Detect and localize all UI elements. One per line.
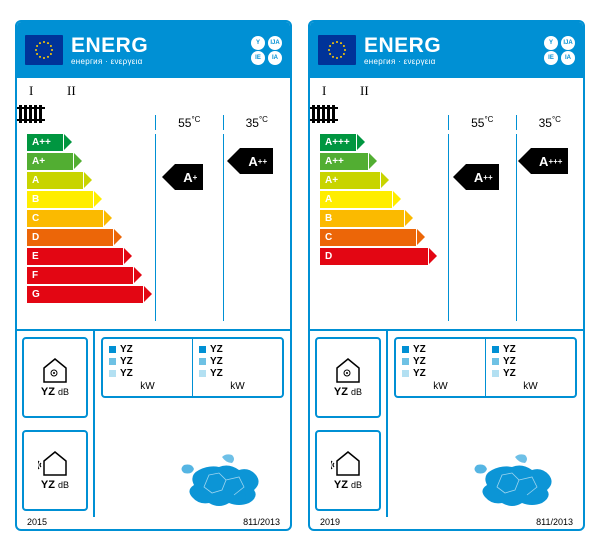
power-table: YZYZYZkW YZYZYZkW <box>101 337 284 398</box>
lang-badge: IA <box>268 51 282 65</box>
lang-badge: Y <box>251 36 265 50</box>
energy-class-bar: A <box>27 172 83 189</box>
energy-ladder: A++ A+ ABCDEFG <box>17 134 155 321</box>
header-subtitle: енергия · ενεργεια <box>364 57 536 66</box>
power-value-row: YZ <box>109 344 186 355</box>
power-value-row: YZ <box>492 344 569 355</box>
lang-grid: YIJAIEIA <box>544 36 575 65</box>
energy-class-bar: A+ <box>320 172 380 189</box>
energy-class-bar: B <box>320 210 404 227</box>
lang-badge: IA <box>561 51 575 65</box>
supplier-row: I II <box>310 78 583 104</box>
energy-class-bar: D <box>27 229 113 246</box>
lang-badge: IE <box>251 51 265 65</box>
energy-class-bar: B <box>27 191 93 208</box>
power-unit: kW <box>492 381 569 392</box>
temp-column-header: 55°C <box>448 115 516 130</box>
climate-map <box>394 402 577 516</box>
climate-map <box>101 402 284 516</box>
rating-column: A+ <box>156 134 223 321</box>
eu-flag-icon <box>318 35 356 65</box>
outdoor-sound-box: YZ dB <box>315 430 381 511</box>
energy-class-bar: A+++ <box>320 134 356 151</box>
power-value-row: YZ <box>402 344 479 355</box>
supplier-brand: I <box>29 83 67 99</box>
supplier-model: II <box>360 83 369 99</box>
supplier-row: I II <box>17 78 290 104</box>
energy-class-bar: C <box>27 210 103 227</box>
energy-label-card: ENERG енергия · ενεργεια YIJAIEIA I II 5… <box>15 20 292 531</box>
energy-class-bar: C <box>320 229 416 246</box>
energy-label-card: ENERG енергия · ενεργεια YIJAIEIA I II 5… <box>308 20 585 531</box>
header-title: ENERG <box>71 35 243 56</box>
power-unit: kW <box>109 381 186 392</box>
indoor-sound-icon <box>331 356 365 384</box>
label-regulation: 811/2013 <box>243 517 280 527</box>
energy-rating-marker: A++ <box>466 164 499 190</box>
rating-column: A++ <box>449 134 516 321</box>
indoor-sound-box: YZ dB <box>315 337 381 418</box>
lang-badge: Y <box>544 36 558 50</box>
power-value-row: YZ <box>109 368 186 379</box>
label-regulation: 811/2013 <box>536 517 573 527</box>
lang-badge: IE <box>544 51 558 65</box>
eu-flag-icon <box>25 35 63 65</box>
europe-map-icon <box>457 445 577 515</box>
outdoor-sound-box: YZ dB <box>22 430 88 511</box>
energy-class-bar: A <box>320 191 392 208</box>
energy-class-bar: F <box>27 267 133 284</box>
header-title: ENERG <box>364 35 536 56</box>
rating-column: A+++ <box>516 134 584 321</box>
radiator-icon <box>17 103 45 125</box>
supplier-model: II <box>67 83 76 99</box>
indoor-sound-icon <box>38 356 72 384</box>
power-table: YZYZYZkW YZYZYZkW <box>394 337 577 398</box>
energy-ladder: A+++ A++ A+ ABCD <box>310 134 448 321</box>
lang-badge: IJA <box>268 36 282 50</box>
energy-class-bar: A+ <box>27 153 73 170</box>
power-value-row: YZ <box>402 356 479 367</box>
lang-badge: IJA <box>561 36 575 50</box>
power-unit: kW <box>402 381 479 392</box>
energy-class-bar: G <box>27 286 143 303</box>
label-year: 2019 <box>320 517 340 527</box>
energy-rating-marker: A++ <box>240 148 273 174</box>
energy-class-bar: E <box>27 248 123 265</box>
outdoor-sound-value: YZ <box>334 479 348 491</box>
header-subtitle: енергия · ενεργεια <box>71 57 243 66</box>
power-value-row: YZ <box>109 356 186 367</box>
outdoor-sound-value: YZ <box>41 479 55 491</box>
energy-rating-marker: A+ <box>175 164 203 190</box>
label-header: ENERG енергия · ενεργεια YIJAIEIA <box>310 22 583 78</box>
power-value-row: YZ <box>199 368 276 379</box>
energy-class-bar: A++ <box>320 153 368 170</box>
indoor-sound-value: YZ <box>41 386 55 398</box>
power-value-row: YZ <box>199 356 276 367</box>
power-unit: kW <box>199 381 276 392</box>
temp-column-header: 55°C <box>155 115 223 130</box>
supplier-brand: I <box>322 83 360 99</box>
power-value-row: YZ <box>402 368 479 379</box>
lang-grid: YIJAIEIA <box>251 36 282 65</box>
power-value-row: YZ <box>492 368 569 379</box>
indoor-sound-box: YZ dB <box>22 337 88 418</box>
energy-class-bar: D <box>320 248 428 265</box>
outdoor-sound-icon <box>331 449 365 477</box>
energy-class-bar: A++ <box>27 134 63 151</box>
temp-column-header: 35°C <box>516 115 584 130</box>
rating-column: A++ <box>223 134 291 321</box>
power-value-row: YZ <box>199 344 276 355</box>
radiator-icon <box>310 103 338 125</box>
label-year: 2015 <box>27 517 47 527</box>
power-value-row: YZ <box>492 356 569 367</box>
energy-rating-marker: A+++ <box>531 148 568 174</box>
label-header: ENERG енергия · ενεργεια YIJAIEIA <box>17 22 290 78</box>
outdoor-sound-icon <box>38 449 72 477</box>
europe-map-icon <box>164 445 284 515</box>
temp-column-header: 35°C <box>223 115 291 130</box>
indoor-sound-value: YZ <box>334 386 348 398</box>
